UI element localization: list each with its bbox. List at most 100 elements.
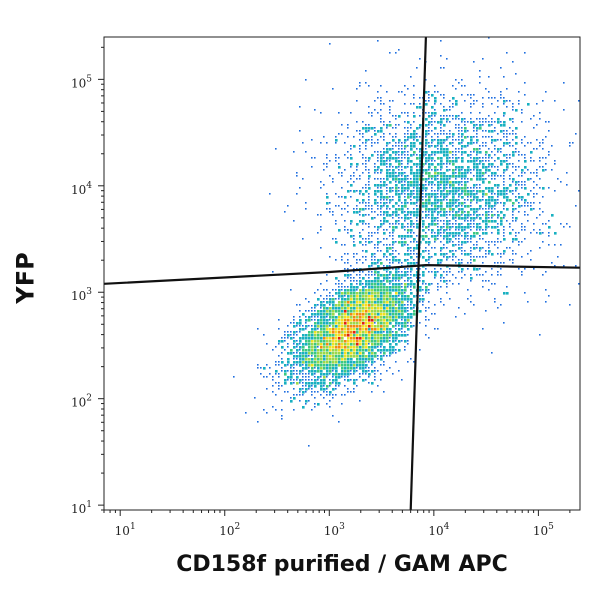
event-dot xyxy=(524,172,526,174)
event-dot xyxy=(452,187,455,190)
event-dot xyxy=(341,367,344,370)
event-dot xyxy=(410,166,413,169)
event-dot xyxy=(326,289,328,291)
event-dot xyxy=(440,301,442,303)
event-dot xyxy=(371,349,374,352)
event-dot xyxy=(347,343,350,346)
event-dot xyxy=(308,352,311,355)
event-dot xyxy=(362,301,365,304)
event-dot xyxy=(347,373,350,376)
event-dot xyxy=(281,409,283,411)
event-dot xyxy=(347,337,350,340)
event-dot xyxy=(350,358,353,361)
event-dot xyxy=(476,178,479,181)
event-dot xyxy=(398,295,400,297)
event-dot xyxy=(404,310,407,313)
event-dot xyxy=(422,184,425,187)
event-dot xyxy=(374,328,377,331)
event-dot xyxy=(398,166,400,168)
event-dot xyxy=(257,421,259,423)
event-dot xyxy=(320,361,323,364)
event-dot xyxy=(356,334,359,337)
event-dot xyxy=(296,325,298,327)
event-dot xyxy=(353,136,355,138)
event-dot xyxy=(398,205,400,207)
event-dot xyxy=(362,244,364,246)
event-dot xyxy=(524,238,526,240)
event-dot xyxy=(395,178,398,181)
event-dot xyxy=(347,358,350,361)
event-dot xyxy=(383,196,386,199)
event-dot xyxy=(446,226,449,229)
event-dot xyxy=(323,184,325,186)
event-dot xyxy=(575,205,577,207)
event-dot xyxy=(395,166,398,169)
event-dot xyxy=(452,283,454,285)
event-dot xyxy=(428,217,430,219)
event-dot xyxy=(458,181,461,184)
event-dot xyxy=(377,322,380,325)
event-dot xyxy=(452,199,455,202)
event-dot xyxy=(359,319,362,322)
event-dot xyxy=(407,259,409,261)
event-dot xyxy=(329,328,332,331)
event-dot xyxy=(443,238,445,240)
event-dot xyxy=(383,223,385,225)
event-dot xyxy=(524,292,526,294)
event-dot xyxy=(455,316,457,318)
event-dot xyxy=(458,196,460,198)
event-dot xyxy=(404,322,407,325)
event-dot xyxy=(446,286,448,288)
event-dot xyxy=(356,283,358,285)
event-dot xyxy=(407,193,410,196)
event-dot xyxy=(497,238,499,240)
event-dot xyxy=(446,232,449,235)
event-dot xyxy=(341,286,343,288)
event-dot xyxy=(404,166,407,169)
event-dot xyxy=(278,364,280,366)
event-dot xyxy=(488,208,490,210)
event-dot xyxy=(434,304,436,306)
event-dot xyxy=(482,178,485,181)
event-dot xyxy=(389,334,392,337)
event-dot xyxy=(512,178,515,181)
event-dot xyxy=(392,196,394,198)
event-dot xyxy=(359,292,362,295)
event-dot xyxy=(395,304,397,306)
event-dot xyxy=(395,145,397,147)
event-dot xyxy=(494,241,496,243)
event-dot xyxy=(404,253,407,256)
event-dot xyxy=(329,256,331,258)
event-dot xyxy=(383,148,385,150)
event-dot xyxy=(329,334,332,337)
event-dot xyxy=(302,142,304,144)
event-dot xyxy=(464,226,467,229)
event-dot xyxy=(461,79,463,81)
event-dot xyxy=(470,139,473,142)
event-dot xyxy=(356,274,358,276)
event-dot xyxy=(521,184,523,186)
event-dot xyxy=(458,232,461,235)
event-dot xyxy=(389,226,391,228)
event-dot xyxy=(440,118,443,121)
event-dot xyxy=(455,211,458,214)
event-dot xyxy=(434,178,437,181)
event-dot xyxy=(344,142,346,144)
event-dot xyxy=(389,181,392,184)
event-dot xyxy=(344,373,347,376)
event-dot xyxy=(374,313,377,316)
event-dot xyxy=(419,268,421,270)
event-dot xyxy=(488,148,490,150)
event-dot xyxy=(428,250,430,252)
event-dot xyxy=(425,112,427,114)
event-dot xyxy=(401,328,403,330)
event-dot xyxy=(335,220,337,222)
event-dot xyxy=(446,256,449,259)
event-dot xyxy=(314,373,316,375)
event-dot xyxy=(410,322,412,324)
event-dot xyxy=(314,328,317,331)
event-dot xyxy=(389,301,392,304)
event-dot xyxy=(455,205,458,208)
event-dot xyxy=(401,91,403,93)
event-dot xyxy=(452,157,454,159)
